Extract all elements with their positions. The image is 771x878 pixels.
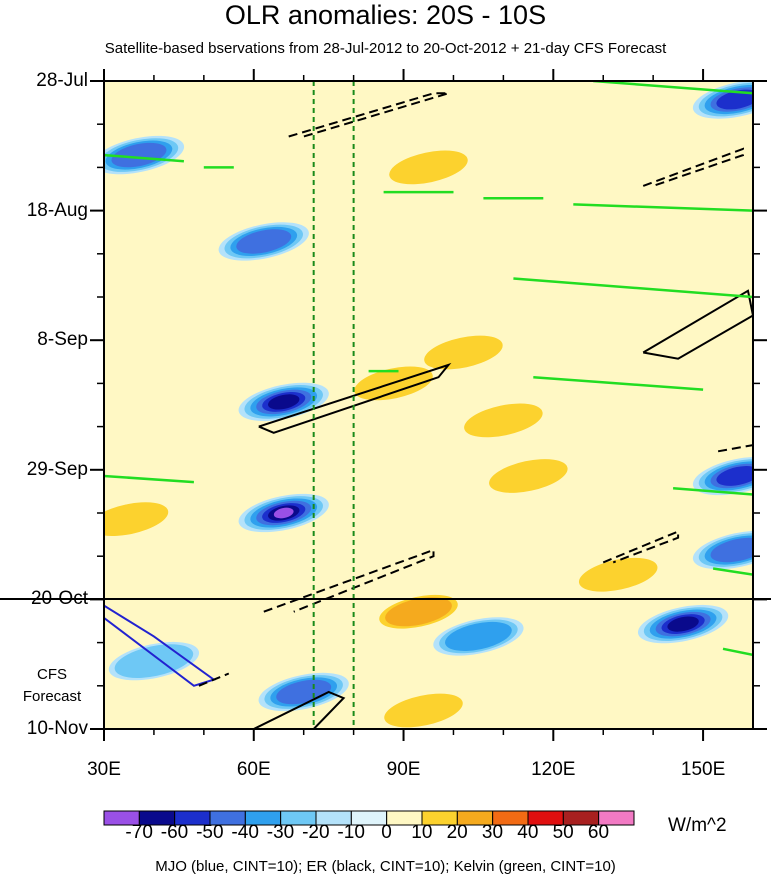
kelvin-contour [573,203,753,212]
cfs-forecast-label: CFS Forecast [22,666,82,705]
negative-anomaly [273,507,294,519]
y-tick-label: 8-Sep [37,329,88,351]
kelvin-contour [722,647,753,657]
positive-anomaly [464,403,543,438]
kelvin-contour [712,567,753,576]
colorbar-label: 10 [411,822,433,843]
positive-anomaly [489,459,568,493]
er-contour [717,444,753,453]
negative-anomaly [716,89,753,110]
er-contour [258,362,452,434]
negative-anomaly [710,537,753,563]
colorbar-label: -50 [196,822,224,843]
negative-anomaly [716,466,753,486]
kelvin-contour [533,375,704,391]
chart-title: OLR anomalies: 20S - 10S [224,0,547,30]
negative-anomaly [236,229,292,254]
x-tick-label: 150E [680,759,726,780]
y-tick-label: 28-Jul [36,70,88,91]
y-tick-label: 10-Nov [26,718,88,739]
negative-anomaly [667,616,699,632]
positive-anomaly [578,557,658,592]
colorbar-label: 30 [481,822,504,843]
plot-frame [103,80,754,730]
y-tick-label: 18-Aug [26,199,88,221]
colorbar-label: -40 [231,822,259,843]
kelvin-contour [104,474,194,484]
positive-anomaly [385,597,452,627]
er-contour [602,530,680,564]
x-tick-label: 90E [386,759,421,780]
contour-legend: MJO (blue, CINT=10); ER (black, CINT=10)… [155,858,616,875]
negative-anomaly [111,142,167,168]
colorbar-units: W/m^2 [668,815,727,836]
positive-anomaly [389,150,468,185]
er-contour [253,690,346,729]
colorbar-label: -70 [125,822,153,843]
chart-subtitle: Satellite-based bservations from 28-Jul-… [104,40,667,57]
x-tick-label: 120E [531,759,576,780]
colorbar-label: 50 [552,822,574,843]
colorbar-label: 0 [381,822,392,843]
positive-anomaly [104,502,169,537]
colorbar-swatch [598,810,635,826]
x-tick-label: 60E [236,759,271,780]
negative-anomaly [268,394,300,410]
colorbar-label: -10 [337,822,365,843]
negative-anomaly [445,621,512,651]
er-contour [288,92,449,138]
kelvin-contour [513,277,753,299]
colorbar-label: -20 [302,822,330,843]
colorbar-label: -30 [266,822,295,843]
x-tick-label: 30E [87,759,121,780]
y-tick-label: 20-Oct [30,588,88,610]
colorbar-label: -60 [160,822,189,843]
colorbar-label: 40 [517,822,539,843]
er-contour [642,147,744,187]
kelvin-contour [673,487,753,496]
kelvin-contour [593,81,753,95]
er-contour [198,672,230,687]
er-contour [642,289,753,360]
positive-anomaly [384,693,463,728]
colorbar-label: 60 [587,822,610,843]
er-contour [263,548,435,613]
positive-anomaly [424,335,503,370]
colorbar-label: 20 [446,822,468,843]
y-tick-label: 29-Sep [26,458,88,480]
kelvin-contour [104,153,184,163]
